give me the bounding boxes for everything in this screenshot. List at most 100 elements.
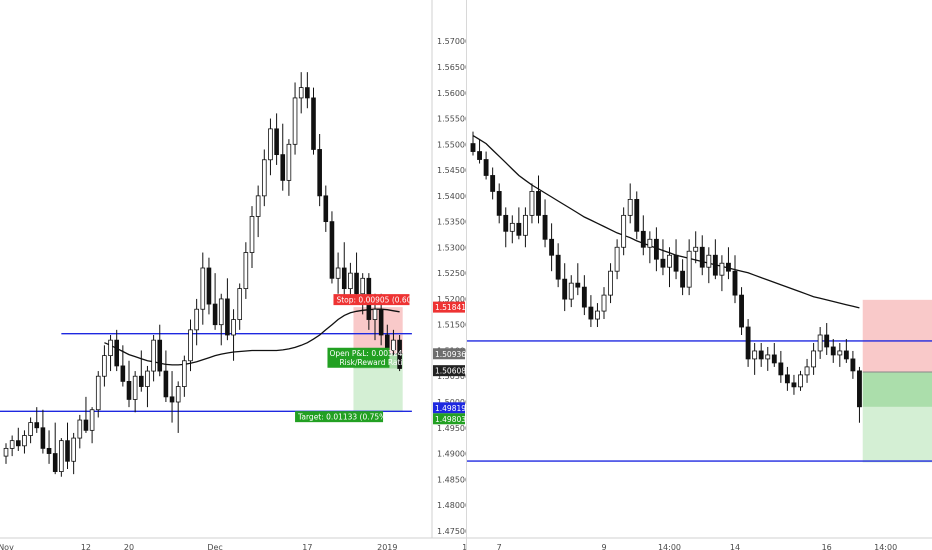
candle <box>811 342 817 375</box>
candle-body-down <box>280 154 286 181</box>
candle <box>653 227 659 272</box>
candle-body-up <box>182 360 187 387</box>
candle-body-up <box>255 195 261 217</box>
price-tag <box>433 413 465 425</box>
candle-body-down <box>536 191 541 216</box>
candle-body-up <box>286 143 292 181</box>
candle <box>562 263 568 312</box>
price-tag-label: 1.49819 <box>435 404 466 413</box>
candle-body-down <box>581 286 587 308</box>
candle <box>255 185 261 238</box>
candle <box>237 283 243 330</box>
candle <box>758 342 764 367</box>
candle <box>169 371 175 423</box>
candle-body-up <box>28 422 33 436</box>
y-tick-label: 1.52000 <box>437 295 466 304</box>
candle-body-down <box>850 358 856 372</box>
candle-body-down <box>206 267 212 305</box>
candle <box>588 295 594 328</box>
candle <box>102 345 107 387</box>
price-tag-label: 1.50936 <box>435 350 466 359</box>
candle <box>175 381 181 433</box>
candle <box>83 396 89 433</box>
x-tick-label: 20 <box>124 543 134 550</box>
candle-body-up <box>268 128 273 161</box>
candle <box>163 350 169 402</box>
candle <box>28 417 33 444</box>
candle <box>784 366 790 391</box>
candle-body-down <box>791 382 797 388</box>
candle <box>752 342 758 375</box>
candle-body-down <box>323 195 329 223</box>
candle <box>843 338 849 363</box>
candle <box>739 287 744 335</box>
candle <box>206 257 212 315</box>
candle <box>706 247 712 284</box>
candle-body-up <box>621 214 627 248</box>
candle-body-up <box>568 282 574 300</box>
candle-body-up <box>9 440 15 449</box>
candle-body-down <box>225 298 230 336</box>
candle-body-down <box>354 272 359 295</box>
candle-body-down <box>305 87 310 99</box>
candle-body-up <box>77 419 83 439</box>
candle <box>857 366 862 423</box>
candle-body-up <box>292 97 298 145</box>
candle <box>798 370 803 391</box>
candle <box>817 327 823 359</box>
chart-svg-intraday[interactable]: 1.550001.545001.540001.535001.530001.525… <box>467 0 932 550</box>
price-tag <box>433 365 465 377</box>
candle-body-up <box>298 87 304 99</box>
chart-svg-daily[interactable]: 1.57000 1.56500 1.56000 1.55500 1.55000 1.545… <box>0 0 466 550</box>
candle <box>732 255 738 304</box>
candle <box>627 183 633 224</box>
candle-body-up <box>686 250 692 288</box>
y-tick-label: 1.55500 <box>437 115 466 124</box>
candle-body-down <box>784 374 790 384</box>
chart-panel-intraday[interactable]: 1.550001.545001.540001.535001.530001.525… <box>466 0 932 550</box>
candle-body-down <box>470 143 476 152</box>
candle <box>647 231 653 264</box>
y-tick-label: 1.49500 <box>437 424 466 433</box>
x-tick-label: Dec <box>207 543 222 550</box>
candle <box>477 139 482 164</box>
candle-body-down <box>555 254 561 280</box>
candle-body-up <box>798 374 803 388</box>
candle <box>40 409 46 454</box>
candle-body-down <box>699 246 705 268</box>
candle <box>555 243 561 288</box>
candle <box>341 242 347 299</box>
candle <box>15 427 21 451</box>
candle-body-up <box>95 375 101 411</box>
candle-body-up <box>243 252 249 290</box>
candle-body-down <box>114 339 120 367</box>
candle-body-up <box>372 308 378 320</box>
candle <box>132 371 138 413</box>
candle-body-down <box>274 128 279 156</box>
candle-body-up <box>89 409 95 431</box>
y-tick-label: 1.54000 <box>437 192 466 201</box>
open-pnl-box <box>327 347 390 368</box>
candle-body-down <box>378 308 384 336</box>
candle-body-down <box>46 447 52 454</box>
chart-panel-daily[interactable]: 1.57000 1.56500 1.56000 1.55500 1.55000 1.545… <box>0 0 466 550</box>
candle <box>680 259 686 296</box>
candle <box>830 338 836 363</box>
candle <box>496 183 502 224</box>
candle-body-up <box>391 339 396 351</box>
candle <box>360 273 366 315</box>
candle-body-down <box>311 97 316 150</box>
candle-body-down <box>516 222 522 236</box>
candle <box>311 87 316 155</box>
candle <box>470 131 476 156</box>
candle-body-down <box>477 151 482 160</box>
candle <box>65 422 70 469</box>
candle <box>89 407 95 444</box>
x-tick-label: 2019 <box>377 543 397 550</box>
candle-body-down <box>138 375 144 387</box>
candle <box>850 350 856 379</box>
candle-body-down <box>575 282 581 288</box>
candle-body-up <box>765 354 771 360</box>
candle-body-up <box>706 254 712 268</box>
price-tag <box>433 301 465 313</box>
